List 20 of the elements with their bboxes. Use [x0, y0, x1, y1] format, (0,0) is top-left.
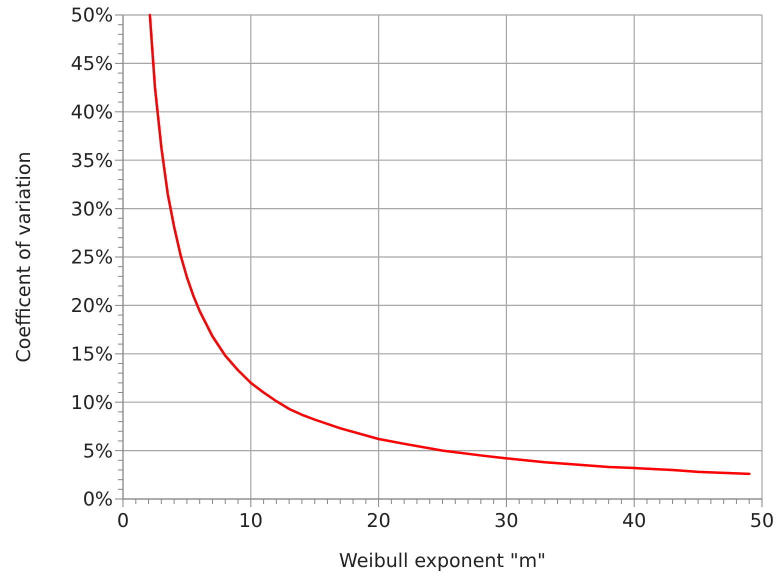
y-tick-label: 40%: [70, 101, 113, 124]
line-series: [148, 14, 750, 476]
x-tick-label: 50: [750, 510, 774, 532]
y-tick-label: 50%: [70, 4, 113, 27]
y-tick-label: 45%: [70, 53, 113, 76]
x-tick-label: 10: [238, 510, 263, 532]
y-tick-label: 5%: [82, 440, 113, 462]
y-tick-label: 0%: [82, 488, 113, 511]
x-tick-label: 30: [494, 510, 518, 532]
x-axis-title: Weibull exponent "m": [339, 550, 546, 572]
y-tick-label: 25%: [70, 246, 113, 269]
y-tick-label: 15%: [70, 343, 113, 366]
y-axis-title: Coefficent of variation: [13, 152, 35, 362]
y-tick-label: 20%: [70, 295, 113, 318]
y-tick-label: 10%: [70, 392, 113, 414]
x-tick-label: 20: [366, 510, 391, 532]
x-tick-label: 40: [622, 510, 646, 532]
x-tick-label: 0: [116, 510, 130, 532]
y-tick-label: 30%: [70, 198, 113, 220]
y-tick-label: 35%: [70, 150, 113, 172]
